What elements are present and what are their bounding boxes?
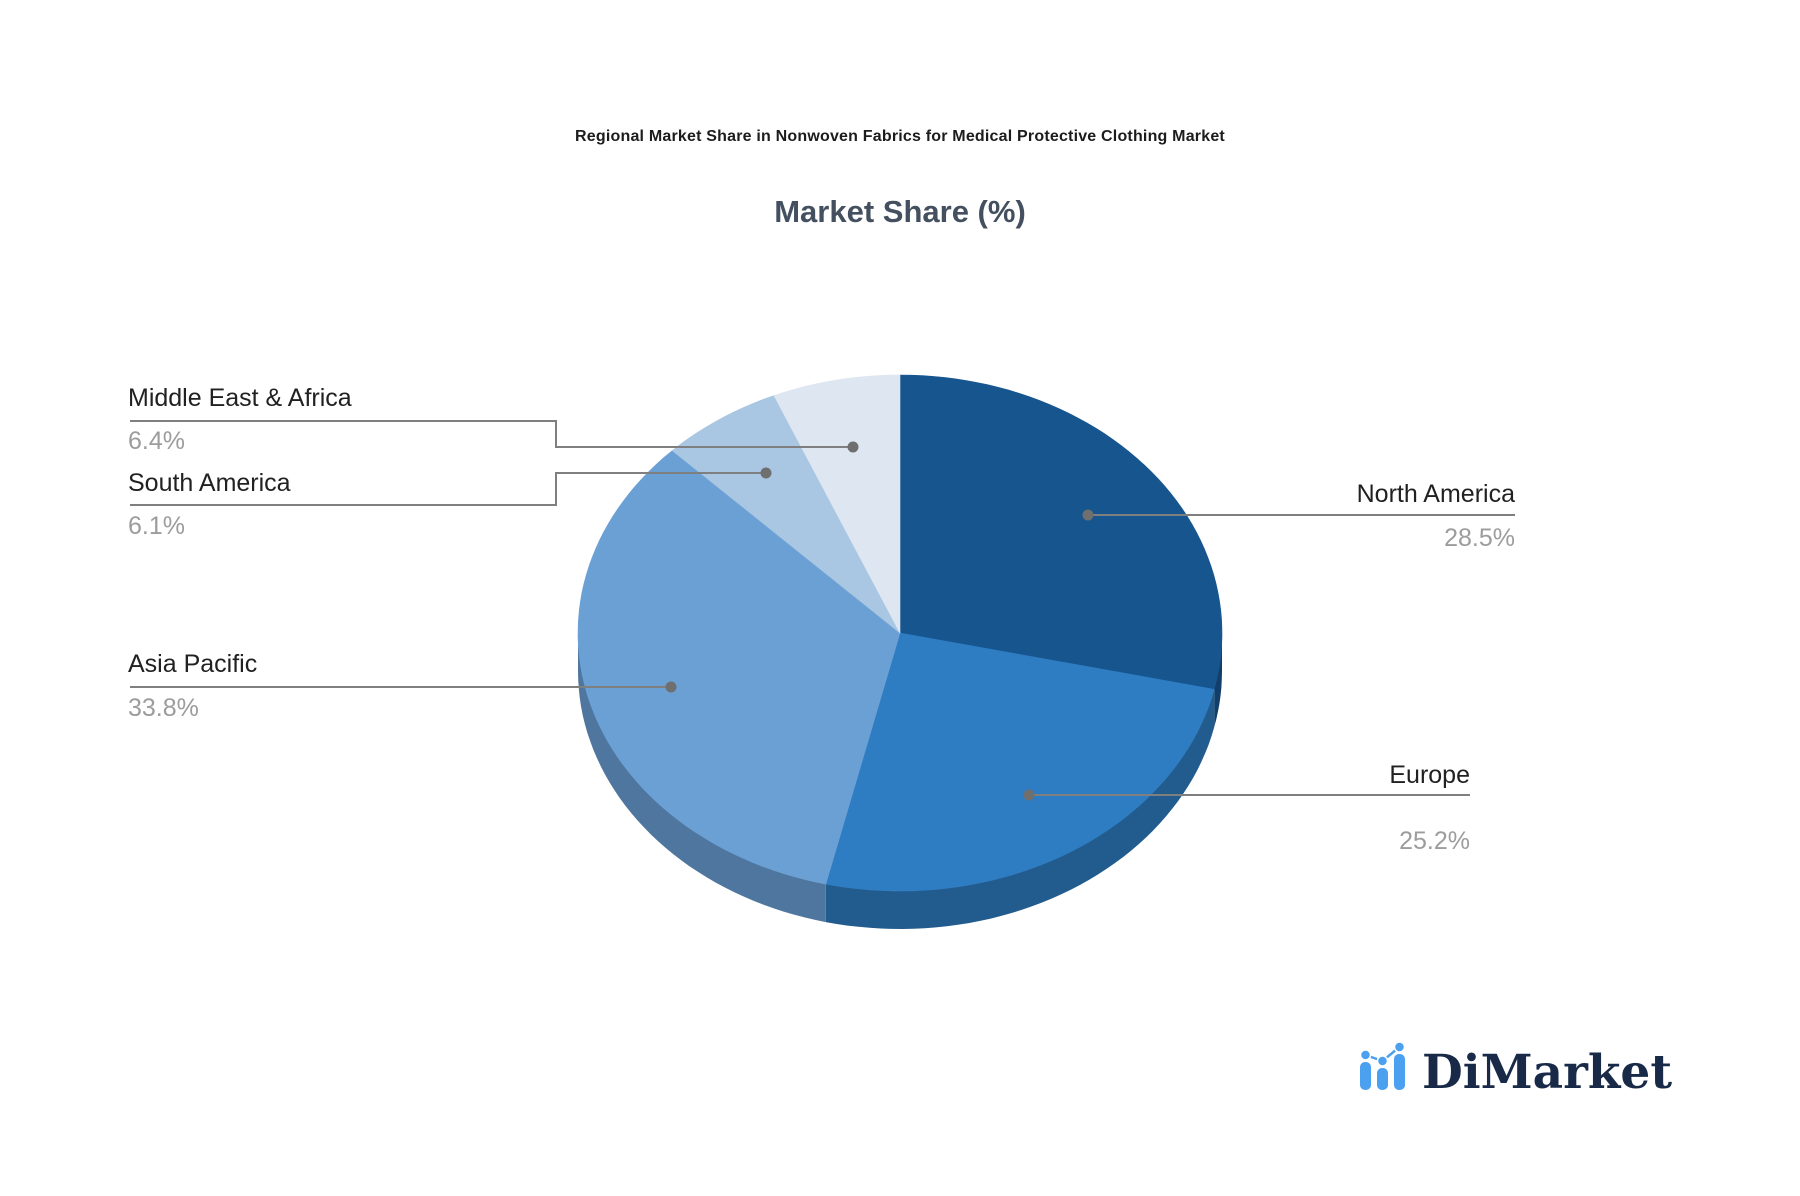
leader-south-america xyxy=(130,472,766,506)
dot-south-america xyxy=(760,467,772,479)
dimarket-logo-icon xyxy=(1359,1041,1406,1090)
pie-slices xyxy=(577,374,1223,929)
pie-rim-asia-pacific xyxy=(578,633,826,923)
pie-slice-south-america[interactable] xyxy=(671,395,901,634)
leader-middle-east-africa xyxy=(130,420,853,448)
chart-subtitle: Market Share (%) xyxy=(774,194,1026,229)
dot-middle-east-africa xyxy=(847,441,859,453)
value-europe: 25.2% xyxy=(1399,827,1470,855)
value-south-america: 6.1% xyxy=(128,512,185,540)
label-europe: Europe xyxy=(1389,761,1470,789)
label-asia-pacific: Asia Pacific xyxy=(128,650,258,678)
chart-title: Regional Market Share in Nonwoven Fabric… xyxy=(575,128,1225,145)
dot-asia-pacific xyxy=(665,681,677,693)
pie-slice-middle-east-africa[interactable] xyxy=(773,374,901,634)
value-north-america: 28.5% xyxy=(1444,524,1515,552)
dimarket-logo: DiMarket xyxy=(1358,1038,1672,1096)
leader-lines xyxy=(130,420,1515,796)
pie-slice-north-america[interactable] xyxy=(899,374,1223,690)
leader-dots xyxy=(665,441,1094,801)
label-north-america: North America xyxy=(1356,480,1515,508)
value-asia-pacific: 33.8% xyxy=(128,694,199,722)
dimarket-logo-text: DiMarket xyxy=(1422,1045,1673,1100)
pie-rim-north-america xyxy=(1214,633,1222,728)
dot-north-america xyxy=(1082,509,1094,521)
pie-slice-europe[interactable] xyxy=(825,632,1215,892)
label-south-america: South America xyxy=(128,469,291,497)
pie-slice-asia-pacific[interactable] xyxy=(577,450,901,885)
dot-europe xyxy=(1023,789,1035,801)
pie-rim-europe xyxy=(825,689,1215,929)
value-middle-east-africa: 6.4% xyxy=(128,427,185,455)
label-middle-east-africa: Middle East & Africa xyxy=(128,384,352,412)
